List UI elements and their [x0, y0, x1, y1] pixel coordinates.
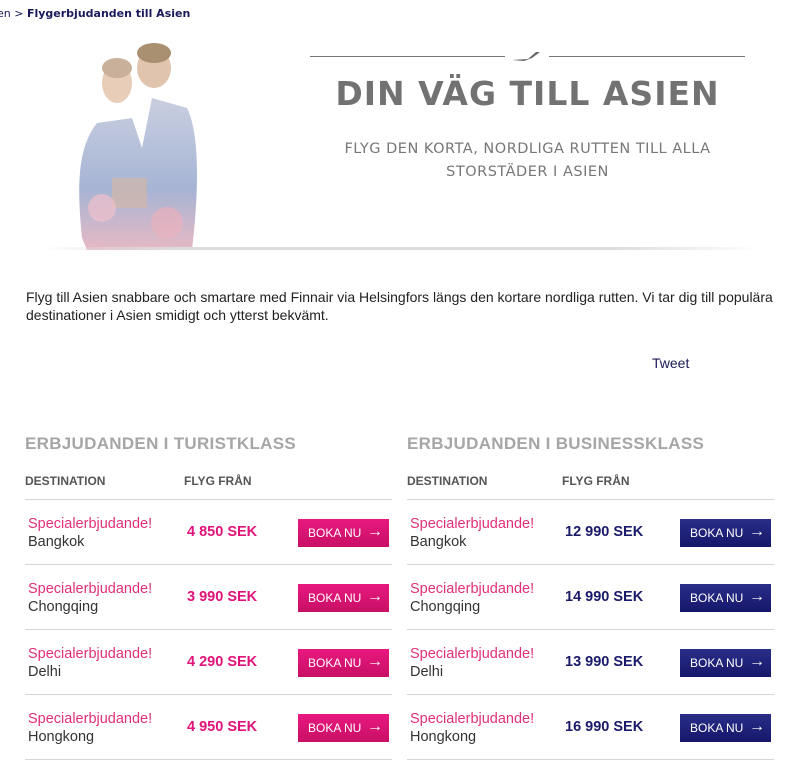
business-offers: ERBJUDANDEN I BUSINESSKLASS DESTINATION … [407, 434, 774, 760]
book-now-label: BOKA NU [308, 526, 362, 540]
intro-text: Flyg till Asien snabbare och smartare me… [26, 289, 773, 323]
book-now-label: BOKA NU [690, 591, 744, 605]
destination-city: Bangkok [410, 534, 467, 550]
offer-price: 13 990 SEK [565, 654, 644, 670]
book-now-button[interactable]: BOKA NU → [680, 584, 771, 612]
business-title: ERBJUDANDEN I BUSINESSKLASS [407, 434, 705, 453]
offer-price: 14 990 SEK [565, 589, 644, 605]
hero-couple-image [79, 43, 197, 250]
economy-offers: ERBJUDANDEN I TURISTKLASS DESTINATION FL… [25, 434, 392, 760]
breadcrumb: en > Flygerbjudanden till Asien [0, 7, 190, 20]
special-offer-link[interactable]: Specialerbjudande! [28, 581, 153, 597]
offer-row: Specialerbjudande! Hongkong 16 990 SEK B… [407, 695, 774, 760]
arrow-right-icon: → [367, 718, 383, 735]
offer-row: Specialerbjudande! Bangkok 4 850 SEK BOK… [25, 500, 392, 565]
table-header: DESTINATION FLYG FRÅN [407, 470, 774, 500]
destination-city: Delhi [410, 664, 444, 680]
arrow-right-icon: → [749, 653, 765, 670]
special-offer-link[interactable]: Specialerbjudande! [410, 516, 535, 532]
title-rule-right [549, 56, 745, 57]
offer-price: 4 290 SEK [187, 654, 258, 670]
special-offer-link[interactable]: Specialerbjudande! [28, 646, 153, 662]
book-now-label: BOKA NU [308, 721, 362, 735]
book-now-label: BOKA NU [690, 526, 744, 540]
col-destination: DESTINATION [25, 474, 106, 488]
offer-price: 3 990 SEK [187, 589, 258, 605]
col-price: FLYG FRÅN [562, 474, 630, 488]
book-now-button[interactable]: BOKA NU → [298, 714, 389, 742]
breadcrumb-separator: > [14, 7, 24, 20]
book-now-label: BOKA NU [308, 656, 362, 670]
hero-subtitle-line: FLYG DEN KORTA, NORDLIGA RUTTEN TILL ALL… [344, 141, 711, 157]
special-offer-link[interactable]: Specialerbjudande! [410, 711, 535, 727]
destination-city: Bangkok [28, 534, 85, 550]
offer-price: 16 990 SEK [565, 719, 644, 735]
book-now-button[interactable]: BOKA NU → [680, 649, 771, 677]
offer-row: Specialerbjudande! Bangkok 12 990 SEK BO… [407, 500, 774, 565]
offer-row: Specialerbjudande! Delhi 4 290 SEK BOKA … [25, 630, 392, 695]
offer-row: Specialerbjudande! Chongqing 3 990 SEK B… [25, 565, 392, 630]
destination-city: Chongqing [28, 599, 99, 615]
arrow-right-icon: → [367, 588, 383, 605]
col-destination: DESTINATION [407, 474, 488, 488]
offer-price: 4 950 SEK [187, 719, 258, 735]
breadcrumb-current: Flygerbjudanden till Asien [26, 7, 191, 20]
special-offer-link[interactable]: Specialerbjudande! [28, 516, 153, 532]
arrow-right-icon: → [749, 588, 765, 605]
book-now-label: BOKA NU [690, 721, 744, 735]
destination-city: Chongqing [410, 599, 481, 615]
arrow-right-icon: → [367, 523, 383, 540]
breadcrumb-prev-link[interactable]: en [0, 7, 11, 20]
title-rule-left [310, 56, 505, 57]
hero-subtitle-line: STORSTÄDER I ASIEN [446, 164, 609, 180]
offer-row: Specialerbjudande! Delhi 13 990 SEK BOKA… [407, 630, 774, 695]
offer-price: 12 990 SEK [565, 524, 644, 540]
destination-city: Delhi [28, 664, 62, 680]
special-offer-link[interactable]: Specialerbjudande! [410, 646, 535, 662]
tweet-link[interactable]: Tweet [652, 355, 690, 371]
arrow-right-icon: → [367, 653, 383, 670]
book-now-button[interactable]: BOKA NU → [680, 519, 771, 547]
destination-city: Hongkong [28, 729, 95, 745]
book-now-label: BOKA NU [308, 591, 362, 605]
offer-price: 4 850 SEK [187, 524, 258, 540]
destination-city: Hongkong [410, 729, 477, 745]
book-now-button[interactable]: BOKA NU → [680, 714, 771, 742]
hero-divider [40, 247, 760, 250]
finnair-bird-icon [512, 52, 540, 61]
hero-subtitle: FLYG DEN KORTA, NORDLIGA RUTTEN TILL ALL… [330, 138, 725, 184]
arrow-right-icon: → [749, 523, 765, 540]
economy-title: ERBJUDANDEN I TURISTKLASS [25, 434, 297, 453]
table-header: DESTINATION FLYG FRÅN [25, 470, 392, 500]
offer-row: Specialerbjudande! Hongkong 4 950 SEK BO… [25, 695, 392, 760]
offer-row: Specialerbjudande! Chongqing 14 990 SEK … [407, 565, 774, 630]
book-now-button[interactable]: BOKA NU → [298, 649, 389, 677]
book-now-button[interactable]: BOKA NU → [298, 584, 389, 612]
book-now-label: BOKA NU [690, 656, 744, 670]
special-offer-link[interactable]: Specialerbjudande! [410, 581, 535, 597]
col-price: FLYG FRÅN [184, 474, 252, 488]
special-offer-link[interactable]: Specialerbjudande! [28, 711, 153, 727]
hero-title: DIN VÄG TILL ASIEN [335, 74, 720, 113]
arrow-right-icon: → [749, 718, 765, 735]
book-now-button[interactable]: BOKA NU → [298, 519, 389, 547]
